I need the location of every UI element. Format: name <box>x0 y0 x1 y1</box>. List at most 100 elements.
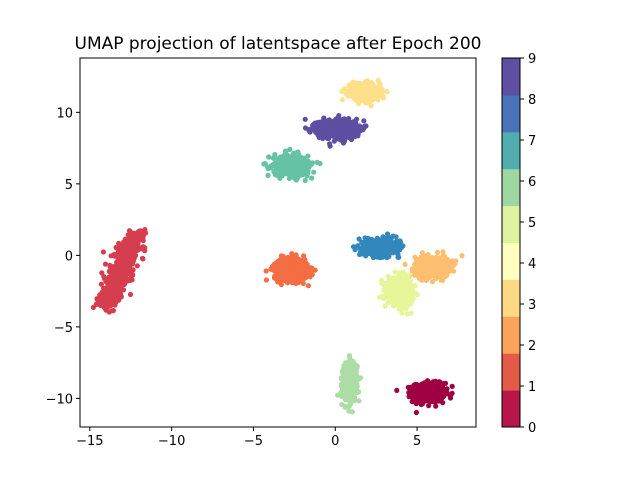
scatter-point <box>338 390 344 396</box>
cluster-6 <box>335 353 364 415</box>
scatter-point <box>296 163 303 169</box>
scatter-point <box>413 409 419 416</box>
scatter-point <box>280 162 287 169</box>
scatter-point <box>311 169 317 175</box>
scatter-point <box>420 262 426 268</box>
scatter-point <box>353 80 359 86</box>
scatter-point <box>289 163 295 170</box>
cluster-1 <box>90 227 149 315</box>
scatter-point <box>122 242 128 248</box>
scatter-point <box>403 279 409 285</box>
scatter-point <box>117 282 123 288</box>
scatter-point <box>398 303 404 309</box>
scatter-point <box>278 265 284 271</box>
scatter-point <box>363 242 369 248</box>
cluster-9 <box>302 113 369 149</box>
scatter-point <box>354 365 360 372</box>
scatter-point <box>284 169 290 175</box>
scatter-point <box>432 272 438 278</box>
scatter-point <box>411 382 417 388</box>
scatter-point <box>309 267 316 273</box>
scatter-point <box>121 259 127 265</box>
scatter-point <box>426 267 432 273</box>
scatter-point <box>111 279 117 285</box>
scatter-point <box>300 280 306 286</box>
scatter-point <box>349 409 355 415</box>
scatter-point <box>142 227 148 233</box>
scatter-point <box>302 177 308 184</box>
scatter-point <box>100 249 106 255</box>
scatter-point <box>107 302 113 308</box>
scatter-point <box>392 269 398 275</box>
scatter-point <box>418 258 424 264</box>
scatter-point <box>134 263 140 269</box>
scatter-point <box>108 290 114 296</box>
scatter-point <box>347 82 353 88</box>
scatter-point <box>437 379 443 385</box>
scatter-point <box>423 255 429 261</box>
scatter-point <box>346 353 353 359</box>
scatter-point <box>273 165 279 171</box>
scatter-point <box>430 390 436 397</box>
scatter-point <box>115 266 121 272</box>
scatter-point <box>430 263 436 269</box>
scatter-point <box>305 168 311 174</box>
scatter-point <box>356 101 362 107</box>
scatter-point <box>404 303 410 310</box>
scatter-point <box>432 383 438 389</box>
scatter-point <box>341 86 347 92</box>
scatter-point <box>347 375 353 381</box>
scatter-point <box>345 388 351 394</box>
scatter-point <box>309 161 315 167</box>
scatter-point <box>282 261 288 267</box>
scatter-point <box>354 383 360 389</box>
scatter-point <box>346 89 352 95</box>
scatter-point <box>383 245 390 251</box>
scatter-point <box>101 305 107 311</box>
scatter-point <box>435 268 441 274</box>
scatter-point <box>129 267 136 273</box>
scatter-point <box>130 236 136 242</box>
scatter-point <box>357 375 364 381</box>
scatter-point <box>122 281 128 287</box>
scatter-point <box>434 395 440 401</box>
scatter-point <box>383 281 389 287</box>
scatter-point <box>449 383 455 389</box>
scatter-point <box>433 403 439 409</box>
scatter-point <box>108 308 114 314</box>
scatter-point <box>309 175 315 181</box>
scatter-point <box>380 250 386 256</box>
scatter-point <box>109 269 116 275</box>
scatter-point <box>102 261 109 267</box>
scatter-point <box>112 302 118 308</box>
scatter-point <box>367 81 373 88</box>
cluster-4 <box>339 77 390 109</box>
scatter-point <box>271 263 278 269</box>
scatter-point <box>386 288 392 294</box>
scatter-point <box>360 251 366 257</box>
scatter-point <box>263 277 269 283</box>
scatter-point <box>394 387 400 393</box>
scatter-point <box>305 283 311 289</box>
scatter-point <box>127 248 133 255</box>
scatter-point <box>384 89 390 95</box>
scatter-point <box>109 264 115 270</box>
scatter-point <box>447 395 454 401</box>
scatter-point <box>347 367 353 373</box>
scatter-point <box>392 245 398 251</box>
scatter-point <box>369 97 375 103</box>
scatter-point <box>425 388 431 394</box>
scatter-point <box>317 160 323 167</box>
cluster-3 <box>402 249 465 285</box>
scatter-points <box>90 77 465 416</box>
scatter-point <box>414 388 421 394</box>
scatter-point <box>398 289 404 296</box>
cluster-2 <box>263 251 318 289</box>
scatter-point <box>296 167 302 173</box>
scatter-point <box>116 288 122 295</box>
scatter-point <box>409 299 415 305</box>
scatter-point <box>297 261 303 267</box>
scatter-point <box>356 398 362 404</box>
scatter-point <box>130 258 136 264</box>
scatter-point <box>278 157 285 163</box>
